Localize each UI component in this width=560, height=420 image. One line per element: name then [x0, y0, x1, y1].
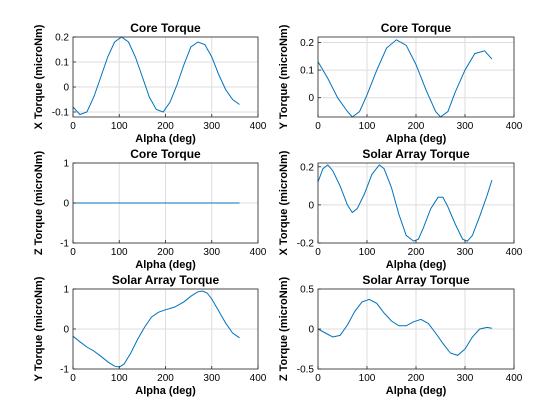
x-tick-label: 300 — [203, 247, 220, 258]
x-axis-label: Alpha (deg) — [386, 259, 447, 271]
x-tick-label: 0 — [70, 373, 76, 384]
x-axis-label: Alpha (deg) — [386, 385, 447, 397]
x-tick-label: 400 — [506, 373, 523, 384]
subplot-title: Core Torque — [130, 21, 201, 35]
y-tick-label: -0.2 — [297, 239, 315, 250]
y-axis-label: Z Torque (microNm) — [278, 277, 290, 382]
x-tick-label: 300 — [457, 121, 474, 132]
x-tick-label: 400 — [506, 247, 523, 258]
x-tick-label: 100 — [111, 373, 128, 384]
y-axis-label: X Torque (microNm) — [278, 150, 290, 255]
subplot-title: Core Torque — [381, 21, 452, 35]
x-tick-label: 200 — [157, 247, 174, 258]
x-tick-label: 200 — [408, 121, 425, 132]
y-axis-label: X Torque (microNm) — [33, 24, 45, 129]
subplot-title: Solar Array Torque — [362, 273, 470, 287]
y-tick-label: -1 — [60, 239, 69, 250]
x-axis-label: Alpha (deg) — [135, 259, 196, 271]
subplot-2: 0 100 200 300 400 0 0.1 0.2 Core Torque Alpha (de… — [278, 21, 523, 145]
y-tick-label: 0 — [63, 83, 69, 94]
y-tick-label: -0.5 — [297, 365, 315, 376]
x-tick-label: 400 — [250, 121, 267, 132]
y-tick-label: 1 — [63, 159, 69, 170]
y-tick-label: -1 — [60, 365, 69, 376]
y-axis-label: Y Torque (microNm) — [278, 24, 290, 129]
x-tick-label: 100 — [359, 247, 376, 258]
x-tick-label: 300 — [203, 373, 220, 384]
x-tick-label: 100 — [359, 121, 376, 132]
x-tick-label: 100 — [359, 373, 376, 384]
x-tick-label: 0 — [70, 121, 76, 132]
y-tick-label: 0.1 — [55, 58, 69, 69]
x-axis-label: Alpha (deg) — [386, 133, 447, 145]
y-tick-label: 0.2 — [300, 162, 314, 173]
x-axis-label: Alpha (deg) — [135, 385, 196, 397]
y-tick-label: 0.5 — [300, 285, 314, 296]
y-tick-label: 0 — [63, 325, 69, 336]
subplot-title: Solar Array Torque — [362, 147, 470, 161]
x-tick-label: 200 — [408, 247, 425, 258]
x-tick-label: 400 — [250, 373, 267, 384]
y-axis-label: Z Torque (microNm) — [33, 151, 45, 256]
x-tick-label: 400 — [250, 247, 267, 258]
y-tick-label: 0 — [308, 325, 314, 336]
x-tick-label: 0 — [315, 247, 321, 258]
y-tick-label: 0.2 — [55, 33, 69, 44]
y-tick-label: 0 — [63, 199, 69, 210]
x-tick-label: 0 — [315, 121, 321, 132]
x-tick-label: 200 — [408, 373, 425, 384]
x-tick-label: 300 — [457, 247, 474, 258]
y-tick-label: 0.2 — [300, 38, 314, 49]
x-tick-label: 300 — [457, 373, 474, 384]
x-tick-label: 400 — [506, 121, 523, 132]
x-axis-label: Alpha (deg) — [135, 133, 196, 145]
y-axis-label: Y Torque (microNm) — [33, 276, 45, 381]
x-tick-label: 0 — [70, 247, 76, 258]
x-tick-label: 100 — [111, 247, 128, 258]
y-tick-label: -0.1 — [52, 108, 70, 119]
y-tick-label: 0 — [308, 93, 314, 104]
x-tick-label: 0 — [315, 373, 321, 384]
y-tick-label: 0 — [308, 200, 314, 211]
x-tick-label: 100 — [111, 121, 128, 132]
y-tick-label: 0.1 — [300, 66, 314, 77]
y-tick-label: 1 — [63, 285, 69, 296]
x-tick-label: 200 — [157, 373, 174, 384]
subplot-title: Solar Array Torque — [112, 273, 220, 287]
x-tick-label: 300 — [203, 121, 220, 132]
subplot-title: Core Torque — [130, 147, 201, 161]
x-tick-label: 200 — [157, 121, 174, 132]
